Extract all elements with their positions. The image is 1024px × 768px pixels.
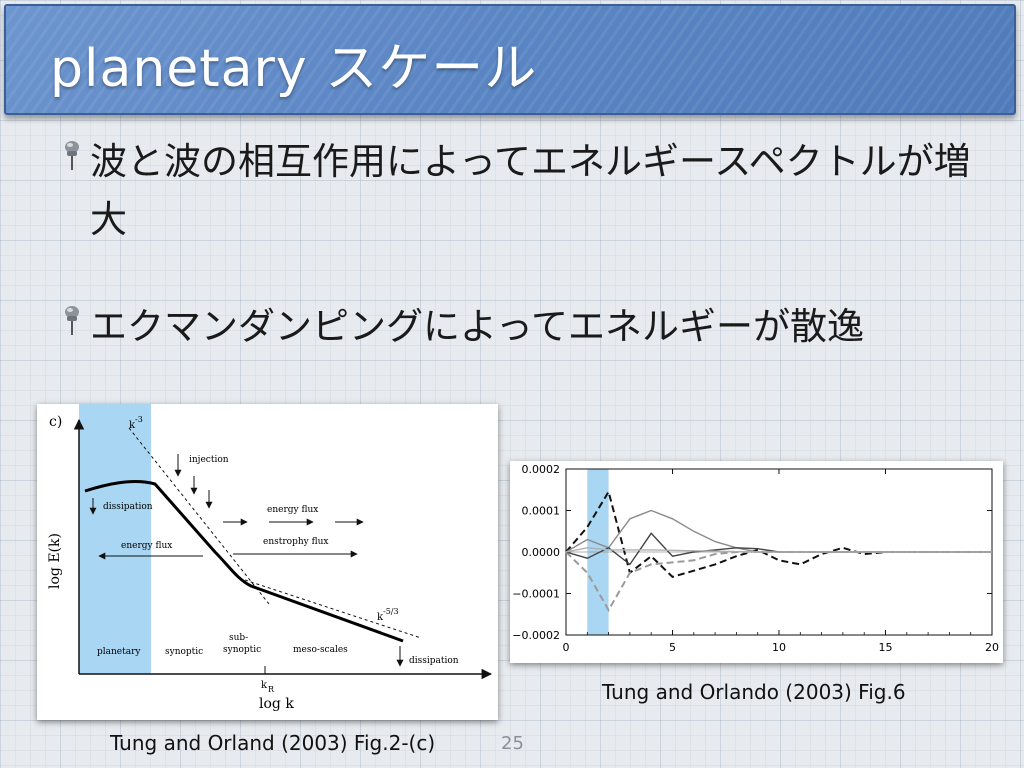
region-synoptic: synoptic (165, 647, 203, 657)
series-line-grey-dashed (565, 551, 992, 613)
series-line-grey-solid (565, 509, 992, 553)
x-tick-label: 5 (669, 641, 676, 654)
x-tick-label: 20 (985, 641, 999, 654)
k-minus3-label: k (129, 420, 136, 431)
bullet-1-text: 波と波の相互作用によってエネルギースペクトルが増大 (90, 140, 971, 241)
dissipation-top-label: dissipation (103, 502, 153, 512)
region-meso-scales: meso-scales (293, 645, 348, 655)
energy-flux-right-label: energy flux (267, 505, 318, 515)
injection-label: injection (189, 455, 229, 465)
x-tick-label: 0 (563, 641, 570, 654)
pushpin-icon (65, 306, 79, 335)
series-line-light-solid (565, 547, 992, 553)
slide-title-bar: planetary スケール (4, 4, 1016, 115)
y-tick-label: 0.0001 (522, 505, 561, 518)
region-sub-synoptic-line2: synoptic (223, 645, 261, 655)
planetary-highlight (79, 404, 151, 674)
series-line-dark-solid (565, 532, 992, 566)
y-tick-label: −0.0002 (512, 629, 560, 642)
y-axis-label: log E(k) (47, 533, 63, 589)
right-figure-caption: Tung and Orlando (2003) Fig.6 (602, 680, 906, 704)
k-minus53-reference-line (244, 579, 422, 639)
x-axis-label: log k (259, 696, 294, 712)
k-minus3-exponent: -3 (135, 415, 143, 424)
k-minus53-exponent: -5/3 (383, 607, 399, 616)
x-tick-label: 10 (772, 641, 786, 654)
enstrophy-flux-label: enstrophy flux (263, 537, 328, 547)
spectrum-schematic-svg: c) log E(k) log k k R k -3 k -5/3 inject… (47, 404, 493, 712)
k-minus53-label: k (377, 612, 384, 623)
page-number: 25 (501, 733, 524, 754)
kR-subscript: R (268, 685, 275, 694)
pushpin-icon (65, 141, 79, 170)
kR-label: k (261, 680, 268, 691)
region-sub-synoptic-line1: sub- (229, 633, 248, 643)
slide-title: planetary スケール (50, 39, 538, 99)
y-tick-label: 0.0000 (522, 546, 561, 559)
line-chart-svg: 0 5 10 15 20 0.0002 0.0001 0.0000 −0.0001 −0.0002 (512, 463, 999, 654)
x-tick-label: 15 (879, 641, 893, 654)
k-minus3-reference-line (128, 427, 270, 605)
line-chart-figure: 0 5 10 15 20 0.0002 0.0001 0.0000 −0.0001 −0.0002 (510, 461, 1003, 663)
energy-spectrum-curve (84, 480, 404, 643)
y-tick-label: 0.0002 (522, 463, 561, 476)
region-planetary: planetary (97, 647, 141, 657)
bullet-2-text: エクマンダンピングによってエネルギーが散逸 (90, 305, 865, 348)
spectrum-schematic-figure: c) log E(k) log k k R k -3 k -5/3 inject… (37, 404, 498, 720)
y-tick-label: −0.0001 (512, 588, 560, 601)
energy-flux-left-label: energy flux (121, 541, 172, 551)
panel-label: c) (49, 414, 62, 430)
dissipation-bottom-label: dissipation (409, 656, 459, 666)
left-figure-caption: Tung and Orland (2003) Fig.2-(c) (110, 731, 436, 755)
title-texture (6, 6, 1014, 113)
